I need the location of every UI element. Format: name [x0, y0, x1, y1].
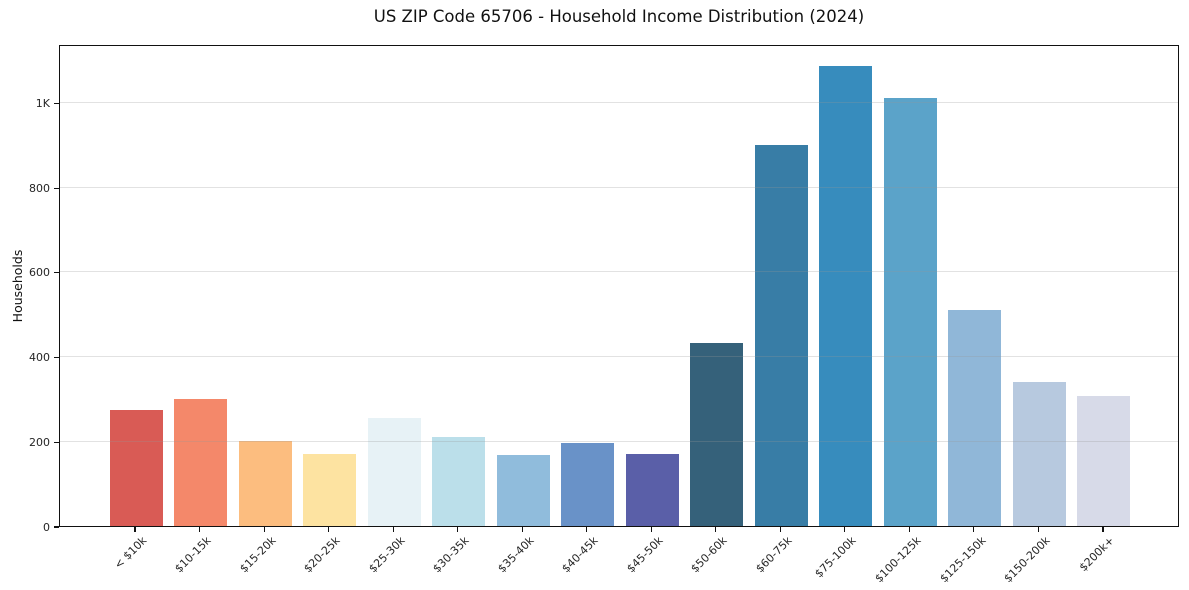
x-tick-mark	[521, 527, 523, 532]
y-tick-label: 0	[43, 520, 50, 534]
bar-$15-20k	[238, 441, 292, 526]
bar-$75-100k	[819, 66, 873, 526]
x-tick-label: $25-30k	[366, 534, 408, 576]
gridline-400	[60, 356, 1178, 358]
x-tick-mark	[1037, 527, 1039, 532]
bar-$125-150k	[948, 310, 1002, 526]
gridline-600	[60, 271, 1178, 273]
x-tick-mark	[908, 527, 910, 532]
y-tick-mark	[54, 526, 59, 528]
x-tick-mark	[586, 527, 588, 532]
x-tick-label: $200k+	[1077, 534, 1118, 575]
x-tick-label: $60-75k	[753, 534, 795, 576]
bar-$25-30k	[367, 418, 421, 526]
x-tick-label: $40-45k	[559, 534, 601, 576]
chart-title: US ZIP Code 65706 - Household Income Dis…	[373, 7, 865, 26]
y-axis-label: Households	[10, 249, 25, 323]
bar-$30-35k	[432, 437, 486, 526]
y-tick-mark	[54, 187, 59, 189]
x-tick-label: $125-150k	[936, 534, 989, 586]
x-tick-mark	[198, 527, 201, 532]
x-tick-label: $50-60k	[688, 534, 731, 576]
bar-$100-125k	[883, 98, 937, 526]
bar-$200k+	[1077, 395, 1131, 526]
x-tick-label: $15-20k	[237, 534, 279, 576]
gridline-800	[60, 186, 1178, 188]
y-tick-label: 1K	[35, 96, 50, 110]
y-tick-label: 800	[29, 181, 50, 195]
x-tick-mark	[134, 527, 136, 532]
bar-< $10k	[109, 409, 163, 526]
bar-$60-75k	[754, 144, 808, 526]
y-tick-label: 600	[29, 266, 50, 280]
y-tick-mark	[54, 102, 59, 104]
bar-$45-50k	[625, 454, 679, 526]
x-tick-label: $10-15k	[172, 534, 214, 576]
bar-$35-40k	[496, 454, 550, 526]
y-tick-mark	[54, 441, 59, 443]
x-tick-label: $75-100k	[812, 534, 860, 581]
y-tick-label: 400	[29, 351, 50, 365]
x-tick-mark	[650, 527, 652, 532]
x-tick-label: < $10k	[111, 534, 150, 572]
bar-$50-60k	[690, 342, 744, 526]
x-tick-mark	[263, 527, 265, 532]
bar-$20-25k	[303, 454, 357, 526]
x-tick-mark	[457, 527, 459, 532]
x-tick-label: $30-35k	[430, 534, 472, 576]
plot-area	[59, 45, 1179, 527]
x-tick-label: $150-200k	[1001, 534, 1053, 586]
x-tick-mark	[392, 527, 394, 532]
gridline-200	[60, 440, 1178, 442]
y-tick-label: 200	[29, 435, 50, 449]
y-tick-mark	[54, 357, 59, 359]
x-tick-mark	[1102, 527, 1104, 532]
x-tick-mark	[328, 527, 330, 532]
x-tick-mark	[844, 527, 846, 532]
x-tick-mark	[973, 527, 975, 532]
bar-$150-200k	[1012, 382, 1066, 526]
x-tick-label: $100-125k	[872, 534, 924, 586]
x-tick-mark	[715, 527, 717, 532]
y-tick-mark	[54, 272, 59, 274]
x-tick-mark	[779, 527, 781, 532]
x-tick-label: $45-50k	[624, 534, 666, 576]
gridline-1K	[60, 101, 1178, 103]
x-tick-label: $20-25k	[301, 534, 343, 576]
bar-$40-45k	[561, 442, 615, 526]
bar-$10-15k	[174, 398, 228, 526]
x-tick-label: $35-40k	[495, 534, 537, 576]
